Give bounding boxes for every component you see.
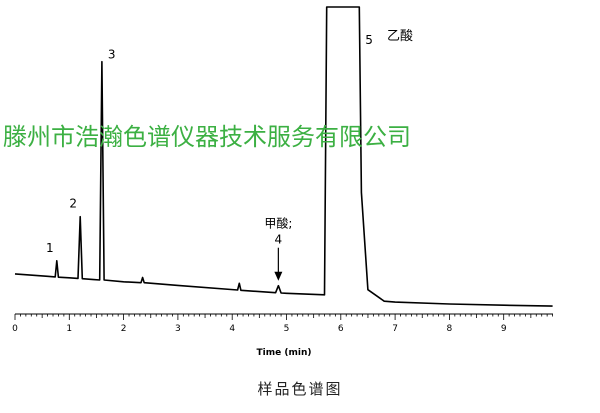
- peak-number-label: 5: [365, 33, 373, 47]
- x-tick-label: 9: [501, 324, 507, 334]
- peak-arrow-head: [274, 271, 283, 281]
- peak-compound-label: 甲酸;: [264, 216, 292, 231]
- x-tick-label: 7: [392, 324, 398, 334]
- peak-number-label: 1: [46, 241, 54, 255]
- x-tick-label: 6: [338, 324, 344, 334]
- peak-labels: 1 2 3 甲酸; 4 5 乙酸: [46, 29, 413, 281]
- x-tick-label: 4: [229, 324, 235, 334]
- chart-caption: 样品色谱图: [257, 380, 343, 398]
- chromatogram-trace: [14, 6, 553, 307]
- x-tick-label: 0: [12, 324, 18, 334]
- chromatogram-trace-group: [14, 6, 553, 307]
- x-tick-label: 5: [284, 324, 290, 334]
- peak-number-label: 3: [108, 48, 116, 62]
- x-axis: 0 1 2 3 4 5 6 7 8 9: [12, 313, 553, 334]
- peak-number-label: 4: [275, 233, 283, 247]
- x-tick-label: 1: [66, 324, 72, 334]
- x-tick-label: 2: [121, 324, 127, 334]
- watermark-company-name: 滕州市浩瀚色谱仪器技术服务有限公司: [3, 123, 411, 151]
- x-tick-label: 3: [175, 324, 181, 334]
- x-axis-label: Time (min): [257, 348, 312, 358]
- x-tick-label: 8: [447, 324, 453, 334]
- peak-compound-label: 乙酸: [387, 29, 413, 44]
- peak-number-label: 2: [69, 197, 77, 211]
